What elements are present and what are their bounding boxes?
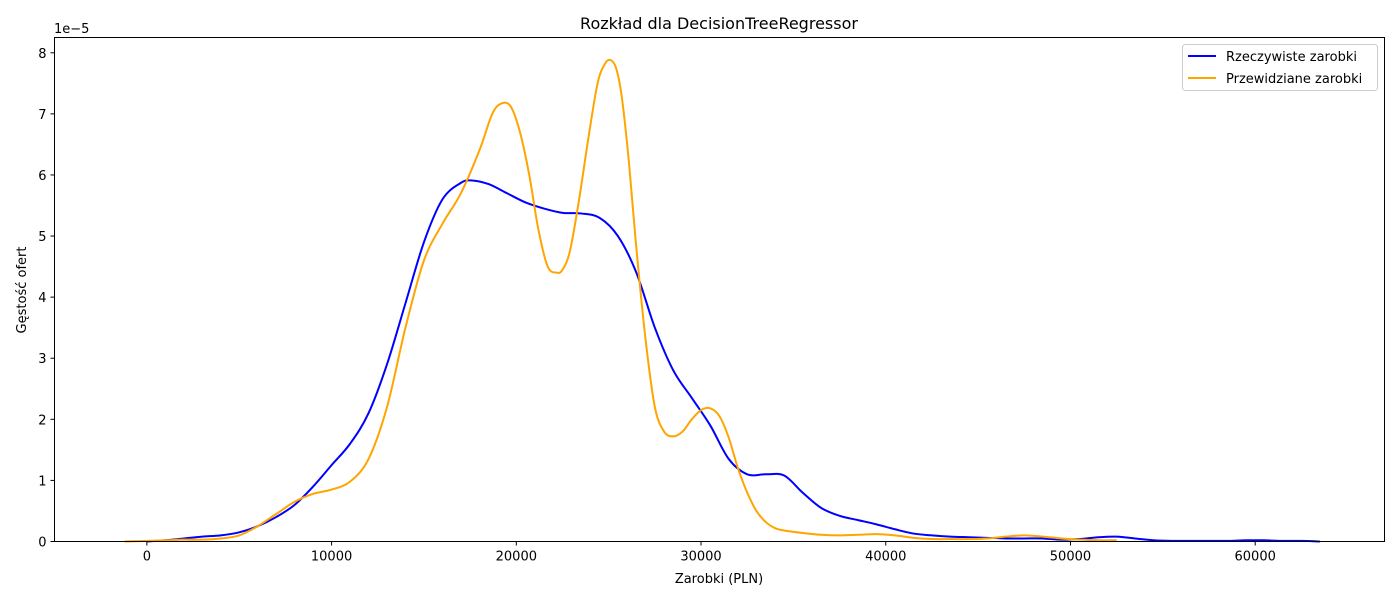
y-tick-label: 1 [38,474,46,489]
legend-label-predicted: Przewidziane zarobki [1226,72,1362,87]
x-tick-label: 20000 [496,550,537,565]
y-tick-label: 2 [38,413,46,428]
y-tick-label: 8 [38,47,46,62]
series-line-actual [146,179,1320,543]
y-tick-label: 5 [38,230,46,245]
y-tick-label: 6 [38,169,46,184]
y-tick-label: 3 [38,352,46,367]
legend-label-actual: Rzeczywiste zarobki [1226,50,1357,65]
x-tick-label: 30000 [680,550,721,565]
y-axis-label: Gęstość ofert [15,247,30,334]
x-tick-label: 60000 [1235,550,1276,565]
y-offset-label: 1e−5 [54,22,89,37]
x-tick-label: 40000 [865,550,906,565]
plot-area [54,37,1385,543]
y-tick-label: 0 [38,536,46,551]
x-axis-label: Zarobki (PLN) [675,572,763,587]
series-line-predicted [124,58,1117,543]
x-tick-label: 50000 [1050,550,1091,565]
legend: Rzeczywiste zarobki Przewidziane zarobki [1182,44,1378,91]
y-axis-ticks: 0 1 2 3 4 5 6 7 8 [38,47,55,551]
legend-box [1182,44,1378,91]
x-tick-label: 10000 [311,550,352,565]
series-lines [124,58,1320,543]
chart-title: Rozkład dla DecisionTreeRegressor [580,14,858,33]
y-tick-label: 7 [38,108,46,123]
y-tick-label: 4 [38,291,46,306]
x-tick-label: 0 [143,550,151,565]
plot-frame [54,37,1385,542]
x-axis-ticks: 0 10000 20000 30000 40000 50000 60000 [143,541,1276,565]
